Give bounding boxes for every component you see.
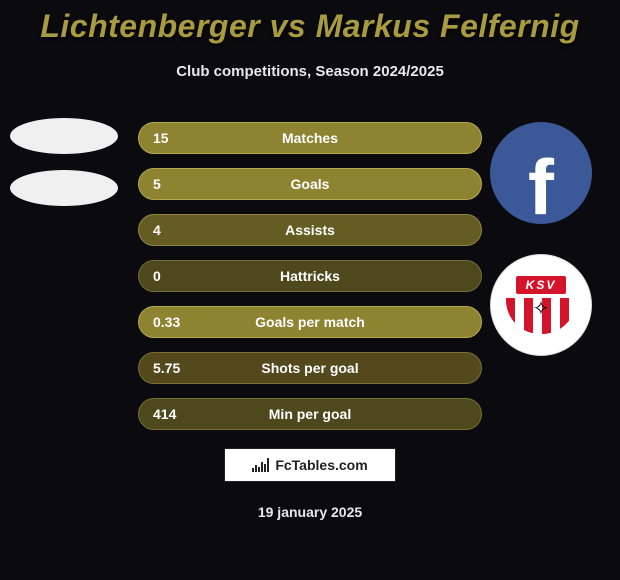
stats-container: 15Matches 5Goals 4Assists 0Hattricks 0.33Goa… (138, 122, 482, 430)
fctables-watermark[interactable]: FcTables.com (224, 448, 396, 482)
stat-value: 0 (153, 268, 203, 284)
facebook-badge[interactable]: f (490, 122, 592, 224)
subtitle: Club competitions, Season 2024/2025 (0, 63, 620, 80)
stat-row: 5Goals (138, 168, 482, 200)
stat-value: 5 (153, 176, 203, 192)
stat-row: 4Assists (138, 214, 482, 246)
stat-row: 5.75Shots per goal (138, 352, 482, 384)
ksv-banner-text: KSV (516, 276, 567, 294)
player1-avatar-placeholder (10, 118, 118, 154)
right-badges: f KSV ✧ (490, 122, 592, 356)
stat-value: 414 (153, 406, 203, 422)
eagle-icon: ✧ (533, 296, 550, 321)
ksv-club-badge: KSV ✧ (490, 254, 592, 356)
stat-value: 0.33 (153, 314, 203, 330)
chart-icon (252, 458, 269, 472)
stat-row: 0.33Goals per match (138, 306, 482, 338)
ksv-stripes: ✧ (506, 298, 576, 334)
left-avatars (10, 118, 118, 206)
stat-value: 4 (153, 222, 203, 238)
stat-row: 0Hattricks (138, 260, 482, 292)
facebook-icon: f (528, 148, 554, 224)
stat-value: 5.75 (153, 360, 203, 376)
date-label: 19 january 2025 (0, 504, 620, 520)
ksv-logo: KSV ✧ (506, 276, 576, 334)
stat-row: 15Matches (138, 122, 482, 154)
watermark-text: FcTables.com (275, 457, 367, 473)
stat-row: 414Min per goal (138, 398, 482, 430)
page-title: Lichtenberger vs Markus Felfernig (0, 0, 620, 45)
player2-avatar-placeholder (10, 170, 118, 206)
stat-value: 15 (153, 130, 203, 146)
